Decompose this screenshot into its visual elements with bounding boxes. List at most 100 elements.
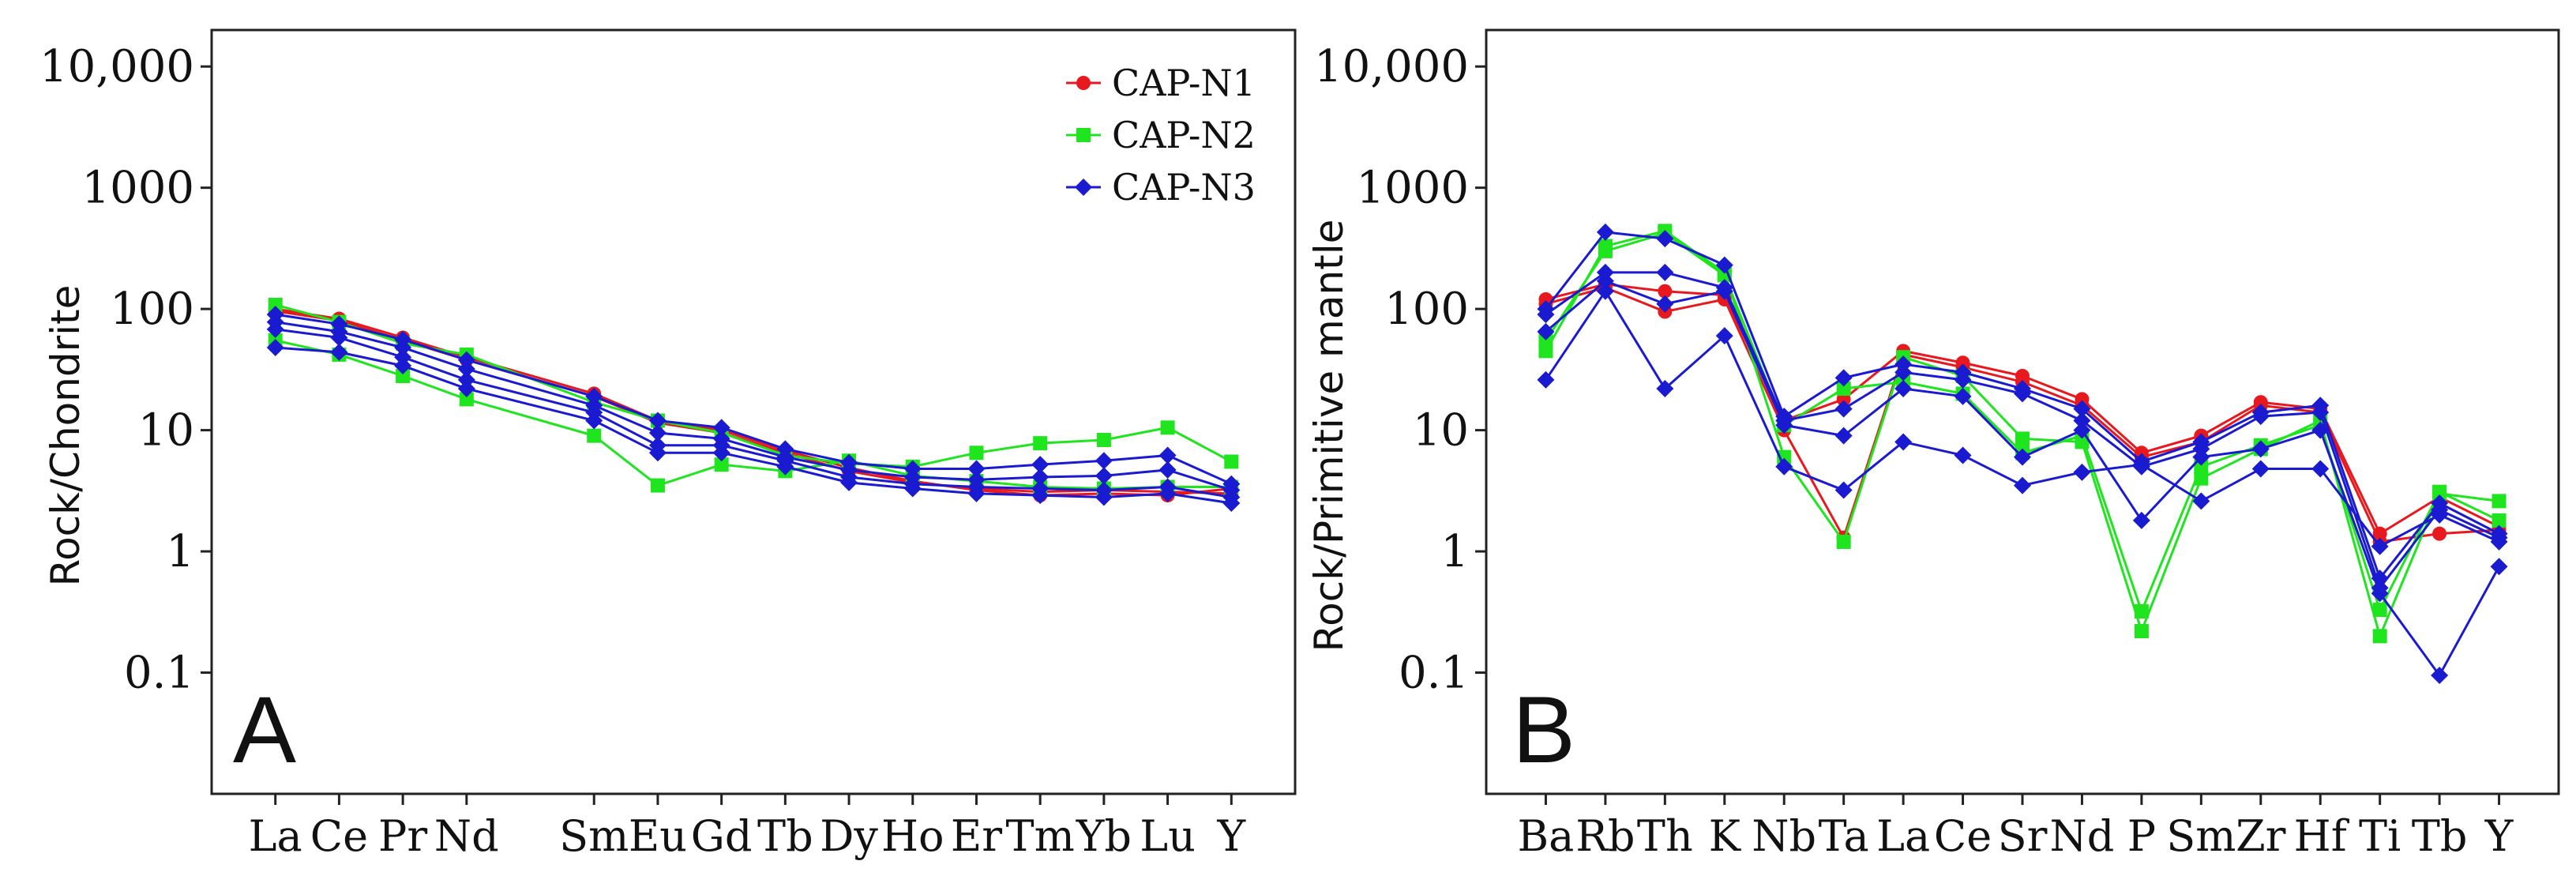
data-point-y [1222, 494, 1241, 512]
x-tick-label-nb: Nb [1752, 811, 1816, 861]
data-point-y [1224, 454, 1239, 469]
data-point-la [268, 298, 283, 313]
data-point-ce [1954, 370, 1972, 389]
data-point-yb [1095, 488, 1113, 506]
x-tick-label-ti: Ti [2359, 811, 2401, 861]
y-tick-label: 100 [1384, 284, 1469, 335]
data-point-nd [2073, 412, 2091, 430]
y-tick-label: 10 [1413, 405, 1469, 457]
panel-a-legend: CAP-N1 CAP-N2 CAP-N3 [1066, 62, 1256, 209]
x-tick-label-sm: Sm [559, 811, 629, 861]
panel-a-y-ticks: 10,000 1000 100 10 1 0.1 [39, 41, 212, 699]
legend-entry-cap-n2: CAP-N2 [1066, 114, 1256, 156]
y-tick-label: 0.1 [1399, 648, 1469, 699]
data-point-ta [1834, 427, 1853, 445]
data-point-gd [712, 444, 730, 462]
x-tick-label-ta: Ta [1819, 811, 1869, 861]
data-point-ce [330, 343, 348, 361]
x-tick-label-er: Er [951, 811, 1002, 861]
x-tick-label-nd: Nd [434, 811, 499, 861]
x-tick-label-dy: Dy [820, 811, 878, 861]
data-point-ce [1954, 387, 1972, 405]
x-tick-label-sm: Sm [2166, 811, 2236, 861]
data-point-er [967, 484, 986, 502]
data-point-sr [2014, 448, 2031, 466]
data-point-ba [1537, 370, 1555, 389]
panel-a-x-ticks: La Ce Pr Nd Sm Eu Gd Tb Dy Ho Er Tm Yb Lu Y [249, 794, 1246, 861]
data-point-rb [1596, 272, 1614, 290]
panel-a-plot-frame [210, 28, 1297, 795]
data-point-k [1715, 327, 1733, 345]
data-point-zr [2251, 440, 2270, 458]
data-point-la [1894, 433, 1913, 451]
x-tick-label-la: La [1876, 811, 1930, 861]
data-point-ti [2371, 585, 2389, 603]
series-cap-n3-7 [266, 339, 1241, 512]
y-tick-label: 1000 [1356, 163, 1469, 214]
data-point-tb [2432, 484, 2447, 499]
data-point-pr [396, 368, 411, 383]
x-tick-label-k: K [1709, 811, 1742, 861]
data-point-p [2134, 623, 2149, 638]
x-tick-label-ba: Ba [1517, 811, 1574, 861]
data-point-rb [1596, 223, 1614, 241]
data-point-th [1658, 284, 1673, 299]
data-point-nd [459, 392, 474, 407]
x-tick-label-gd: Gd [691, 811, 753, 861]
data-point-lu [1160, 420, 1175, 435]
data-point-th [1656, 380, 1674, 398]
data-point-yb [1096, 433, 1111, 448]
data-point-rb [1598, 243, 1613, 258]
panel-b-y-ticks: 10,000 1000 100 10 1 0.1 [1314, 41, 1486, 699]
panel-b-series [1537, 223, 2508, 684]
data-point-nb [1775, 416, 1793, 434]
data-point-nd [457, 360, 475, 378]
x-tick-label-lu: Lu [1140, 811, 1196, 861]
data-point-sm [2194, 459, 2209, 474]
data-point-y [2490, 558, 2508, 576]
data-point-th [1656, 295, 1674, 313]
data-point-nd [457, 370, 475, 389]
data-point-y [2492, 494, 2507, 509]
data-point-ba [1538, 333, 1553, 348]
data-point-ti [2372, 602, 2387, 617]
data-point-gd [712, 419, 730, 437]
data-point-sr [2015, 431, 2030, 446]
legend-marker [1075, 179, 1092, 196]
x-tick-label-y: Y [2484, 811, 2514, 861]
data-point-ta [1834, 369, 1853, 387]
series-cap-n3-6 [1537, 272, 2508, 684]
data-point-nd [2073, 463, 2091, 481]
data-point-gd [714, 457, 729, 472]
data-point-lu [1158, 484, 1177, 502]
legend-label: CAP-N2 [1112, 114, 1256, 156]
data-point-tb [2431, 666, 2449, 684]
x-tick-label-ho: Ho [881, 811, 944, 861]
y-tick-label: 1 [166, 526, 194, 577]
data-point-zr [2251, 460, 2270, 478]
data-point-p [2132, 456, 2150, 474]
data-point-hf [2311, 421, 2330, 439]
data-point-yb [1095, 452, 1113, 470]
data-point-la [266, 320, 284, 338]
data-point-k [1715, 282, 1733, 300]
data-point-eu [648, 444, 667, 462]
data-point-la [1894, 363, 1913, 382]
data-point-hf [2311, 404, 2330, 422]
data-point-y [2492, 513, 2507, 528]
x-tick-label-yb: Yb [1076, 811, 1132, 861]
data-point-nd [2073, 421, 2091, 439]
series-cap-n3-7 [1537, 282, 2508, 555]
data-point-th [1656, 230, 1674, 248]
x-tick-label-y: Y [1216, 811, 1246, 861]
x-tick-label-nd: Nd [2050, 811, 2115, 861]
data-point-sm [2192, 448, 2210, 466]
x-tick-label-th: Th [1637, 811, 1693, 861]
data-point-th [1656, 263, 1674, 281]
y-tick-label: 10 [138, 405, 194, 457]
panel-b-x-ticks: Ba Rb Th K Nb Ta La Ce Sr Nd P Sm Zr Hf Ti Tb Y [1517, 794, 2514, 861]
data-point-nd [457, 380, 475, 398]
x-tick-label-ce: Ce [1934, 811, 1992, 861]
data-point-ba [1537, 306, 1555, 324]
